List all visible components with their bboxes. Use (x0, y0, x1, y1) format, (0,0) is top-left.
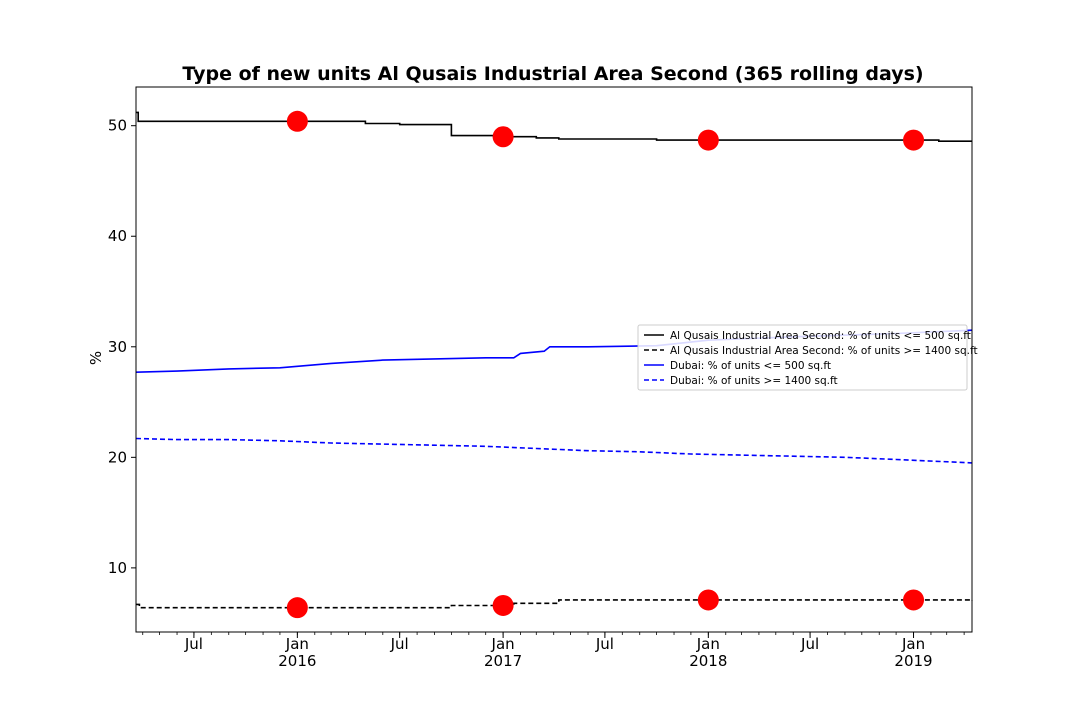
x-tick-label: Jan (285, 635, 309, 653)
series-layer (135, 111, 973, 609)
series-line-2 (136, 599, 973, 609)
y-tick-label-40: 40 (108, 227, 127, 245)
legend: Al Qusais Industrial Area Second: % of u… (637, 324, 978, 391)
legend-label-3: Dubai: % of units <= 500 sq.ft (670, 360, 831, 372)
x-tick-year-label: 2018 (689, 652, 727, 670)
series-line-4 (135, 437, 973, 464)
marker-point-2 (492, 126, 514, 148)
legend-label-4: Dubai: % of units >= 1400 sq.ft (670, 375, 838, 387)
chart-title: Type of new units Al Qusais Industrial A… (182, 63, 923, 85)
x-tick-label: Jul (184, 635, 203, 653)
legend-label-1: Al Qusais Industrial Area Second: % of u… (670, 330, 971, 342)
marker-point-4 (903, 129, 925, 151)
y-axis: 10 20 30 40 50 (108, 117, 136, 577)
x-tick-label: Jan (491, 635, 515, 653)
x-tick-year-label: 2016 (278, 652, 316, 670)
marker-point-8 (903, 589, 925, 611)
legend-box (637, 324, 968, 391)
marker-layer (286, 110, 925, 619)
marker-point-5 (286, 597, 308, 619)
x-tick-year-label: 2017 (484, 652, 522, 670)
x-tick-year-label: 2019 (894, 652, 932, 670)
x-tick-label: Jan (696, 635, 720, 653)
x-tick-label: Jul (800, 635, 819, 653)
x-tick-label: Jul (390, 635, 409, 653)
y-axis-label: % (87, 351, 105, 365)
marker-point-7 (697, 589, 719, 611)
series-line-1 (136, 111, 972, 142)
marker-point-1 (286, 110, 308, 132)
y-tick-label-50: 50 (108, 117, 127, 135)
x-tick-label: Jul (595, 635, 614, 653)
y-tick-label-10: 10 (108, 559, 127, 577)
y-tick-label-20: 20 (108, 448, 127, 466)
legend-label-2: Al Qusais Industrial Area Second: % of u… (670, 345, 978, 357)
marker-point-6 (492, 594, 514, 616)
x-tick-label: Jan (901, 635, 925, 653)
y-tick-label-30: 30 (108, 338, 127, 356)
marker-point-3 (697, 129, 719, 151)
